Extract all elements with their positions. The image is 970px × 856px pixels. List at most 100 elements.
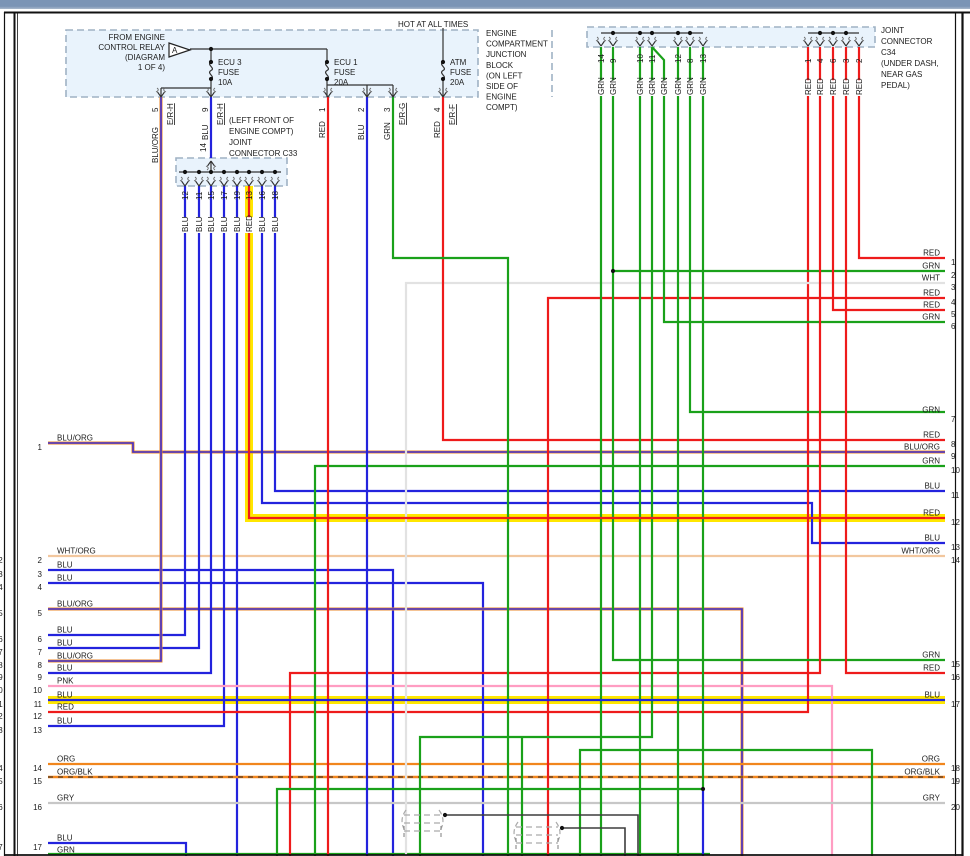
c34-pin-symbol — [705, 36, 709, 42]
wire-red — [546, 296, 945, 856]
left-terminal-color-label: GRY — [57, 794, 75, 803]
c33-pin-symbol — [223, 180, 228, 187]
c33-pin-symbol — [269, 176, 273, 182]
joint-connector-c34-box — [586, 26, 876, 48]
c34-pin-number: 8 — [686, 58, 695, 63]
pin-symbol — [322, 87, 326, 93]
junction-dot — [675, 30, 681, 36]
left-terminal-color-label: BLU — [57, 626, 73, 635]
clipped-edge-digit: 5 — [0, 609, 3, 618]
c33-pin-symbol — [213, 176, 217, 182]
clipped-edge-digit: 7 — [0, 648, 3, 657]
left-terminal-number: 3 — [38, 570, 43, 579]
pin-symbol — [437, 87, 441, 93]
left-terminal-color-label: BLU — [57, 574, 73, 583]
junction-block-label: JUNCTION — [486, 50, 527, 59]
junction-dot — [843, 30, 849, 36]
clipped-edge-digit: 4 — [0, 583, 3, 592]
left-terminal-color-label: ORG — [57, 755, 75, 764]
wire-color-label: RED — [318, 121, 327, 138]
wire-red — [48, 47, 810, 714]
fuse-label: ECU 1 — [334, 58, 358, 67]
pin-symbol — [213, 87, 217, 93]
label-backdrop — [609, 80, 617, 96]
c34-pin-symbol — [597, 40, 602, 47]
c34-pin-symbol — [692, 36, 696, 42]
junction-dot — [559, 825, 565, 831]
right-terminal-color-label: GRN — [922, 313, 940, 322]
junction-dot — [440, 76, 446, 82]
c33-pin-symbol — [271, 180, 276, 187]
wire-color-label: GRN — [636, 77, 645, 95]
label-backdrop — [648, 80, 656, 96]
c34-pin-symbol — [646, 36, 650, 42]
c33-pin-symbol — [198, 180, 203, 187]
wire-blu-org — [48, 442, 945, 453]
label-backdrop — [357, 125, 365, 141]
inline-connector-symbol — [401, 809, 407, 833]
pin-symbol — [442, 91, 447, 98]
c33-pin-symbol — [201, 176, 205, 182]
wire-grn — [611, 47, 945, 662]
left-terminal-number: 4 — [38, 583, 43, 592]
clipped-edge-digit: 2 — [0, 712, 3, 721]
wire-red — [247, 186, 945, 520]
pin-symbol — [157, 91, 162, 98]
wire-grn — [418, 47, 654, 856]
right-terminal-number: 6 — [951, 322, 956, 331]
wire-blu — [48, 841, 188, 856]
relay-triangle-icon — [168, 42, 192, 58]
c34-pin-symbol — [848, 36, 852, 42]
c33-pin-symbol — [233, 180, 238, 187]
label-backdrop — [816, 80, 824, 96]
junction-dot — [324, 76, 330, 82]
fuse-label: 20A — [450, 78, 465, 87]
c33-pin-symbol — [239, 176, 243, 182]
junction-block-label: BLOCK — [486, 61, 514, 70]
right-terminal-color-label: RED — [923, 509, 940, 518]
left-terminal-number: 13 — [33, 726, 42, 735]
right-terminal-number: 7 — [951, 415, 956, 424]
wire-color-label: BLU — [181, 216, 190, 232]
c33-top-pin-symbol — [207, 160, 212, 167]
c34-pin-symbol — [651, 40, 656, 47]
circuit-id-label: E/R-H — [166, 103, 175, 125]
wire-blu — [48, 568, 395, 856]
junction-dot — [246, 169, 252, 175]
c34-pin-symbol — [699, 40, 704, 47]
label-backdrop — [686, 80, 694, 96]
clipped-edge-digit: 6 — [0, 635, 3, 644]
fuse-label: ECU 3 — [218, 58, 242, 67]
fuse-output-pin-number: 4 — [433, 107, 442, 112]
right-terminal-color-label: BLU — [924, 691, 940, 700]
wire-blu-org — [48, 608, 743, 856]
junction-dot — [324, 59, 330, 65]
relay-source-label: FROM ENGINE — [109, 33, 165, 42]
c34-pin-symbol — [819, 40, 824, 47]
c34-title: JOINT — [881, 26, 904, 35]
junction-dot — [610, 268, 616, 274]
left-terminal-color-label: BLU — [57, 561, 73, 570]
left-terminal-color-label: BLU — [57, 717, 73, 726]
circuit-id-label: E/R-F — [448, 104, 457, 125]
c34-pin-symbol — [595, 36, 599, 42]
right-terminal-color-label: RED — [923, 431, 940, 440]
c34-title: CONNECTOR — [881, 37, 933, 46]
c34-pin-symbol — [832, 40, 837, 47]
wire-blu — [48, 186, 187, 637]
c34-pin-number: 13 — [699, 54, 708, 63]
c34-pin-symbol — [702, 40, 707, 47]
clipped-edge-digit: 3 — [0, 726, 3, 735]
fuse-output-pin-number: 9 — [201, 107, 210, 112]
c34-pin-symbol — [609, 40, 614, 47]
hot-at-all-times-label: HOT AT ALL TIMES — [398, 20, 468, 29]
wire-red — [857, 47, 945, 260]
label-backdrop — [842, 80, 850, 96]
c34-pin-symbol — [677, 40, 682, 47]
c34-pin-symbol — [827, 36, 831, 42]
right-terminal-number: 2 — [951, 271, 956, 280]
pin-symbol — [387, 87, 391, 93]
c33-pin-number: 15 — [207, 191, 216, 200]
c33-pin-symbol — [231, 176, 235, 182]
label-backdrop — [271, 217, 279, 233]
